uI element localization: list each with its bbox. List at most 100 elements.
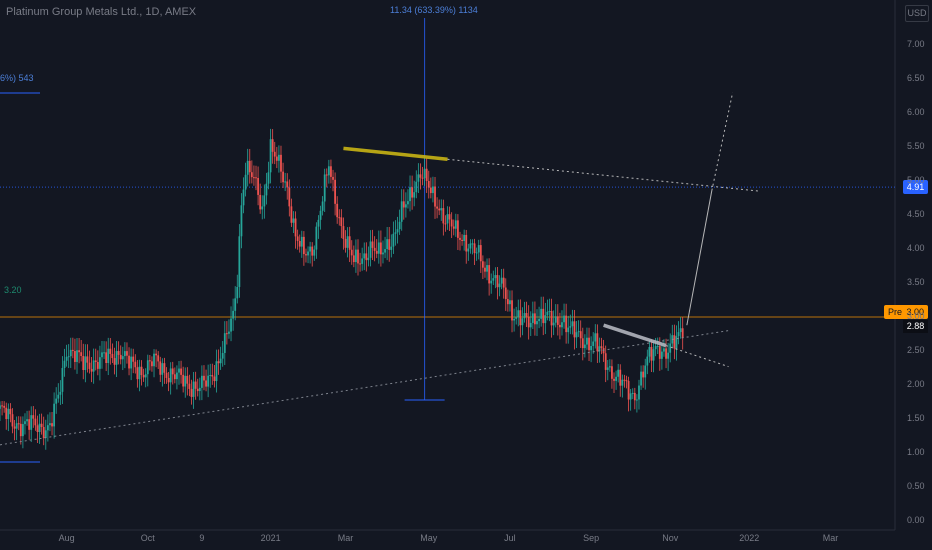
candle-body: [86, 356, 89, 363]
candle-body: [608, 366, 611, 368]
candle-body: [625, 380, 628, 382]
candle-body: [271, 139, 274, 152]
y-tick-label: 1.00: [907, 447, 925, 457]
candle-body: [600, 346, 603, 348]
candle-body: [486, 265, 488, 272]
candle-body: [238, 236, 241, 287]
candle-body: [629, 393, 632, 400]
candle-body: [654, 346, 657, 350]
candle-body: [80, 352, 83, 357]
last-price-tag: 4.91: [903, 180, 928, 194]
candle-body: [67, 356, 70, 358]
candle-body: [165, 372, 168, 378]
candle-body: [367, 257, 370, 261]
candle-body: [230, 318, 232, 332]
candle-body: [407, 201, 409, 205]
candle-body: [342, 226, 345, 239]
candle-body: [604, 353, 607, 370]
candle-body: [550, 311, 553, 326]
candle-body: [611, 366, 613, 379]
candle-body: [325, 174, 328, 176]
candle-body: [636, 399, 638, 401]
candle-body: [477, 245, 480, 253]
resistance-lower-ext: [665, 345, 729, 368]
candle-body: [677, 332, 680, 337]
candle-body: [263, 195, 266, 207]
symbol-title[interactable]: Platinum Group Metals Ltd., 1D, AMEX: [6, 6, 197, 18]
candle-body: [571, 321, 574, 327]
candle-body: [579, 331, 582, 339]
candle-body: [134, 361, 137, 368]
candle-body: [588, 337, 590, 351]
candle-body: [130, 356, 133, 369]
candle-body: [99, 357, 101, 369]
candle-body: [132, 356, 135, 362]
candle-body: [667, 352, 670, 359]
candle-body: [631, 392, 634, 394]
candle-body: [457, 220, 459, 238]
candle-body: [669, 343, 672, 353]
y-tick-label: 0.50: [907, 481, 925, 491]
candle-body: [527, 316, 530, 328]
candle-body: [215, 361, 218, 382]
candle-body: [284, 181, 287, 183]
candle-body: [623, 379, 626, 381]
candle-body: [438, 208, 441, 211]
candle-body: [74, 351, 76, 362]
y-tick-label: 5.50: [907, 141, 925, 151]
candle-body: [615, 376, 617, 381]
candle-body: [3, 405, 6, 408]
candle-body: [334, 179, 337, 204]
candle-body: [5, 407, 8, 420]
candle-body: [240, 205, 243, 237]
candle-body: [13, 426, 16, 429]
candle-body: [500, 277, 503, 284]
candle-body: [432, 186, 434, 194]
candle-body: [417, 174, 420, 182]
candle-body: [146, 360, 149, 375]
candle-body: [15, 423, 18, 429]
candle-body: [309, 246, 312, 252]
candle-body: [36, 425, 39, 433]
candle-body: [650, 346, 653, 361]
candle-body: [648, 346, 651, 357]
candle-body: [411, 187, 414, 198]
candle-body: [167, 377, 170, 383]
candle-body: [88, 362, 91, 369]
candle-body: [521, 318, 524, 326]
candle-body: [92, 360, 95, 372]
candle-body: [644, 365, 647, 378]
candle-body: [30, 415, 33, 430]
candle-body: [515, 317, 518, 319]
y-tick-label: 2.50: [907, 345, 925, 355]
candle-body: [436, 206, 438, 209]
candle-body: [267, 172, 270, 184]
candle-body: [425, 168, 428, 182]
candle-body: [465, 234, 468, 252]
candle-body: [28, 419, 31, 430]
candle-body: [496, 275, 499, 288]
candle-body: [556, 316, 559, 325]
y-tick-label: 1.50: [907, 413, 925, 423]
candle-body: [332, 176, 334, 180]
candle-body: [128, 355, 130, 369]
candle-body: [313, 249, 316, 256]
candle-body: [184, 375, 187, 387]
candle-body: [546, 311, 549, 316]
premarket-price-tag: Pre 3.00: [884, 305, 928, 319]
candle-body: [148, 360, 151, 362]
candle-body: [169, 368, 172, 383]
currency-button[interactable]: USD: [905, 5, 929, 22]
candle-body: [606, 367, 609, 370]
candle-body: [180, 368, 182, 375]
x-tick-label: Nov: [662, 533, 679, 543]
candle-body: [65, 356, 68, 361]
candle-body: [7, 408, 10, 420]
candle-body: [471, 243, 474, 245]
candle-body: [444, 223, 447, 225]
projection: [686, 190, 713, 326]
candle-body: [221, 352, 224, 359]
candle-body: [440, 208, 443, 211]
candle-body: [205, 380, 207, 387]
